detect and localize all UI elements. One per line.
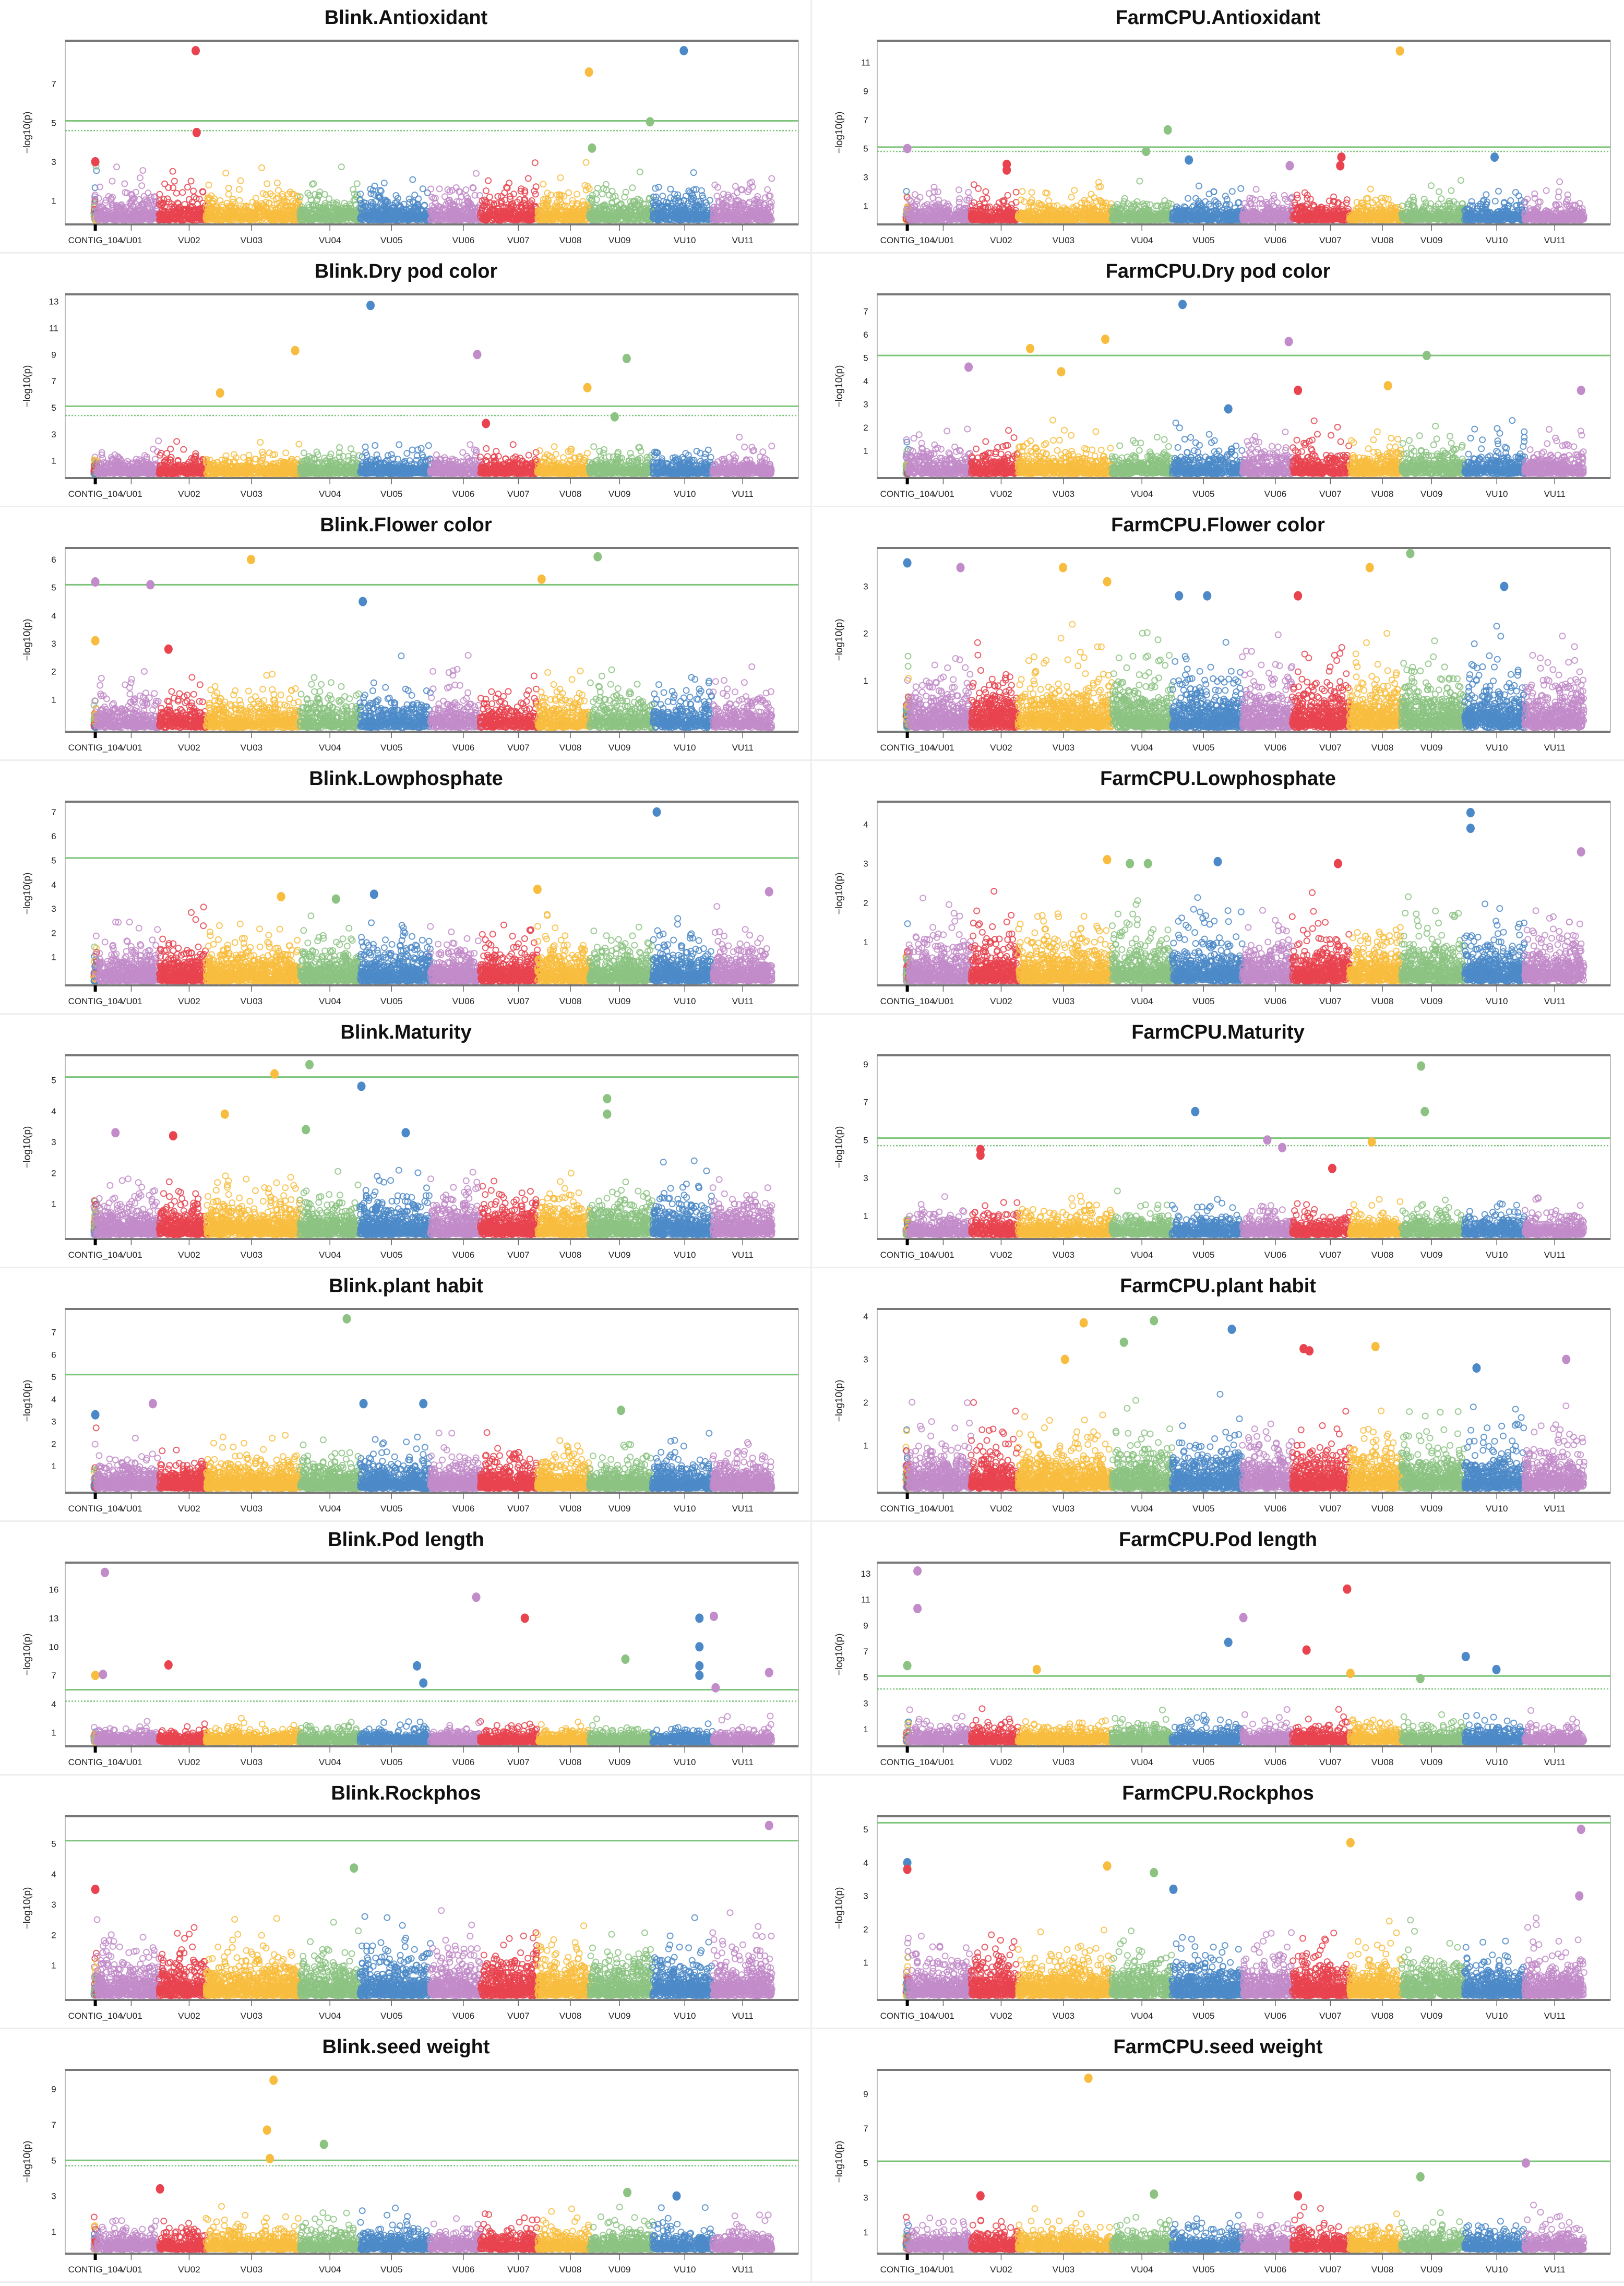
peak-snp-point bbox=[586, 68, 593, 76]
y-tick-label: 1 bbox=[51, 196, 56, 206]
plot-area bbox=[877, 41, 1610, 224]
x-tick-label: VU10 bbox=[674, 235, 696, 245]
x-tick-label: CONTIG_104 bbox=[68, 235, 123, 245]
y-tick-label: 3 bbox=[863, 173, 868, 183]
x-tick-label: VU08 bbox=[559, 235, 582, 245]
x-tick-label: VU05 bbox=[380, 235, 403, 245]
peak-snp-point bbox=[192, 46, 199, 55]
x-tick-label: VU06 bbox=[452, 235, 475, 245]
y-tick-label: 9 bbox=[863, 87, 868, 97]
peak-snp-point bbox=[680, 46, 687, 55]
y-tick-label: 11 bbox=[861, 58, 870, 68]
x-tick-label: VU01 bbox=[932, 235, 954, 245]
peak-snp-point bbox=[588, 144, 595, 152]
x-tick-label: CONTIG_104 bbox=[880, 235, 935, 245]
x-tick-label: VU07 bbox=[507, 235, 530, 245]
y-axis-label: −log10(p) bbox=[22, 112, 33, 154]
y-tick-label: 5 bbox=[863, 144, 868, 154]
manhattan-chart: Blink.Antioxidant 1 3 5 7 −log10(p) CONTIG_104… bbox=[0, 0, 812, 254]
x-tick-label: VU03 bbox=[1053, 235, 1075, 245]
y-tick-label: 3 bbox=[51, 157, 56, 167]
y-tick-label: 5 bbox=[51, 118, 56, 128]
x-tick-label: VU11 bbox=[1544, 235, 1566, 245]
x-tick-label: VU03 bbox=[241, 235, 263, 245]
manhattan-panel: Blink.Antioxidant 1 3 5 7 −log10(p) CONTIG_104… bbox=[0, 0, 812, 254]
x-tick-label: VU05 bbox=[1192, 235, 1215, 245]
x-tick-label: VU09 bbox=[1420, 235, 1443, 245]
manhattan-panel: FarmCPU.Antioxidant 1 3 5 7 9 11 −log10(p) CONTI… bbox=[812, 0, 1624, 254]
x-tick-label: VU06 bbox=[1264, 235, 1287, 245]
chart-title: FarmCPU.Antioxidant bbox=[1116, 7, 1321, 29]
y-tick-label: 7 bbox=[863, 115, 868, 125]
x-tick-label: VU11 bbox=[732, 235, 754, 245]
peak-snp-point bbox=[92, 158, 99, 166]
y-tick-label: 7 bbox=[51, 79, 56, 89]
x-tick-label: VU08 bbox=[1371, 235, 1394, 245]
x-tick-label: VU04 bbox=[1131, 235, 1153, 245]
x-tick-label: VU01 bbox=[120, 235, 142, 245]
x-tick-label: VU02 bbox=[178, 235, 200, 245]
peak-snp-point bbox=[647, 117, 654, 126]
x-tick-label: VU07 bbox=[1319, 235, 1342, 245]
x-tick-label: VU04 bbox=[319, 235, 341, 245]
x-tick-label: VU09 bbox=[608, 235, 631, 245]
x-tick-label: VU10 bbox=[1486, 235, 1508, 245]
y-tick-label: 1 bbox=[863, 201, 868, 211]
manhattan-chart: FarmCPU.Antioxidant 1 3 5 7 9 11 −log10(p) CONTI… bbox=[812, 0, 1624, 254]
y-axis-label: −log10(p) bbox=[834, 112, 845, 154]
chart-title: Blink.Antioxidant bbox=[325, 7, 488, 29]
x-tick-label: VU02 bbox=[990, 235, 1012, 245]
peak-snp-point bbox=[193, 128, 200, 137]
